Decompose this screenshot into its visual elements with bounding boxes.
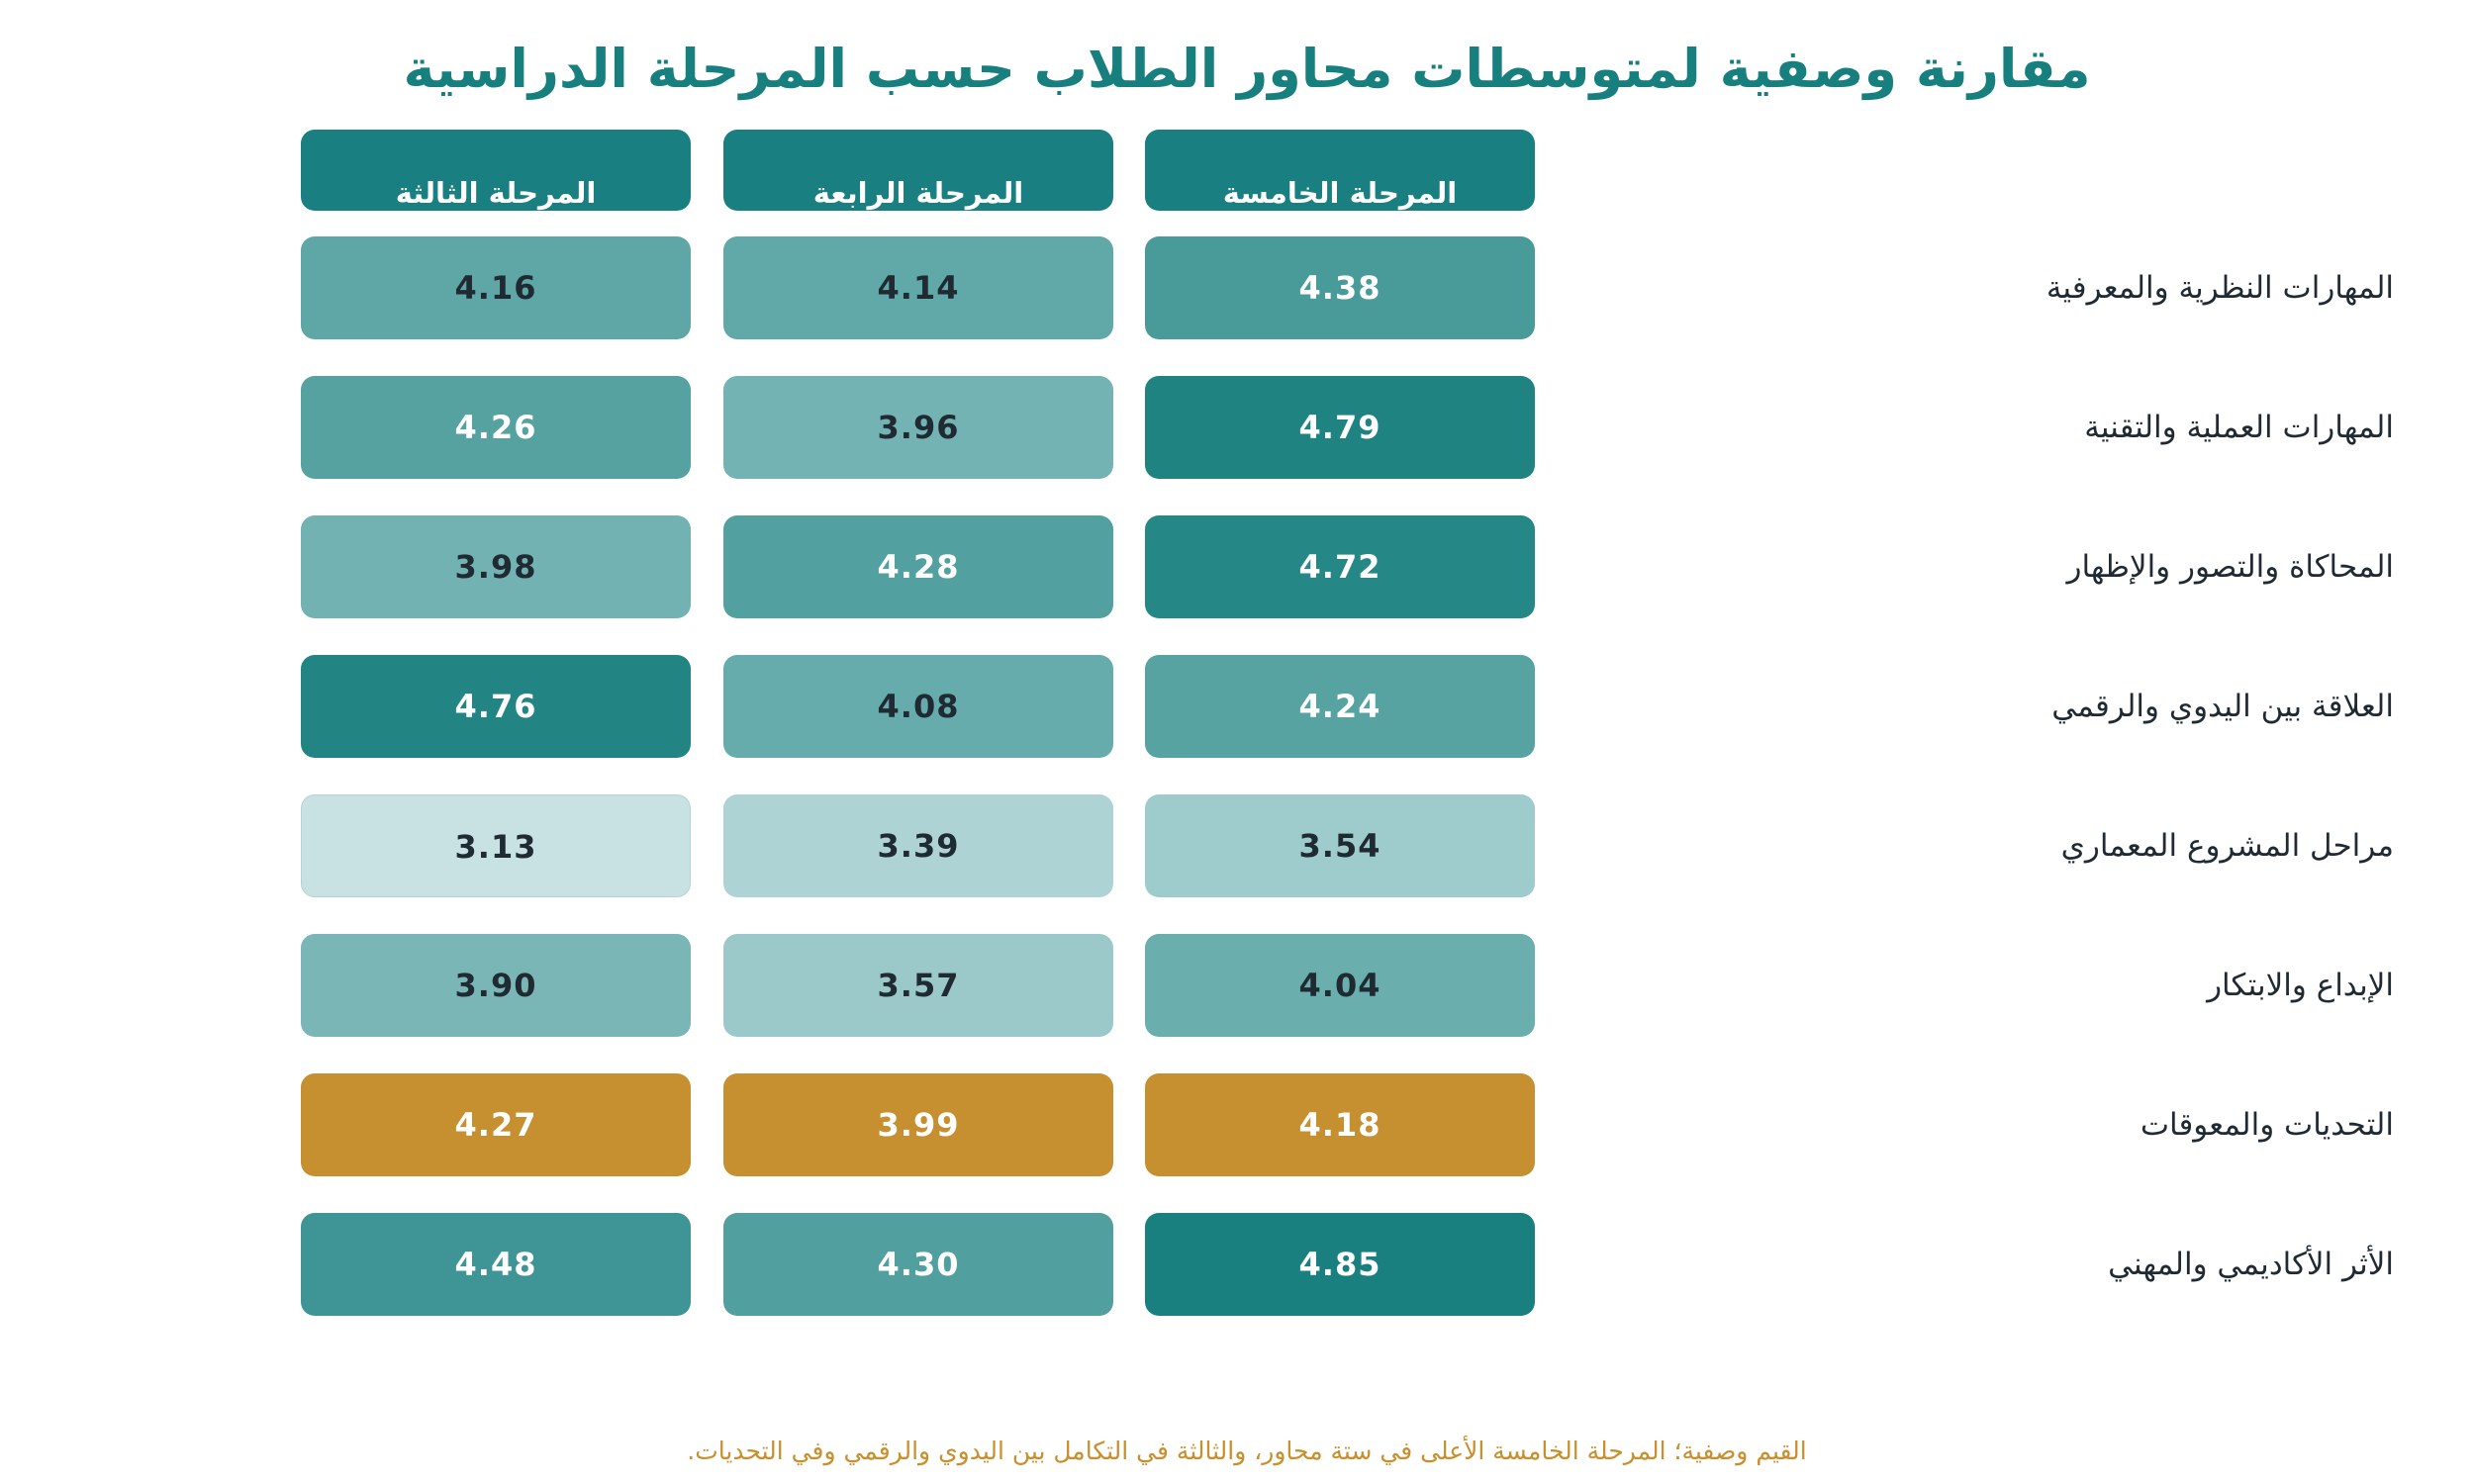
row-label: الأثر الأكاديمي والمهني xyxy=(2108,1247,2394,1282)
heatmap-cell: 3.96 xyxy=(723,376,1113,479)
heatmap-cell: 3.57 xyxy=(723,934,1113,1037)
heatmap-cell: 4.04 xyxy=(1145,934,1535,1037)
row-label: العلاقة بين اليدوي والرقمي xyxy=(2051,689,2394,724)
row-label: الإبداع والابتكار xyxy=(2207,968,2394,1003)
heatmap-cell: 3.90 xyxy=(301,934,691,1037)
row-label: المهارات النظرية والمعرفية xyxy=(2046,270,2394,306)
heatmap-cell: 3.13 xyxy=(301,794,691,897)
heatmap-cell: 4.16 xyxy=(301,236,691,339)
row-label: مراحل المشروع المعماري xyxy=(2060,828,2394,864)
heatmap-cell: 4.08 xyxy=(723,655,1113,758)
heatmap-cell: 4.14 xyxy=(723,236,1113,339)
heatmap-cell: 4.30 xyxy=(723,1213,1113,1316)
heatmap-cell: 4.28 xyxy=(723,515,1113,618)
chart-footnote: القيم وصفية؛ المرحلة الخامسة الأعلى في س… xyxy=(687,1437,1807,1465)
heatmap-cell: 4.79 xyxy=(1145,376,1535,479)
heatmap-cell: 3.54 xyxy=(1145,794,1535,897)
chart-title: مقارنة وصفية لمتوسطات محاور الطلاب حسب ا… xyxy=(403,38,2091,100)
heatmap-cell: 4.38 xyxy=(1145,236,1535,339)
heatmap-cell: 4.18 xyxy=(1145,1073,1535,1176)
row-label: المهارات العملية والتقنية xyxy=(2084,410,2394,445)
heatmap-cell: 4.76 xyxy=(301,655,691,758)
row-label: المحاكاة والتصور والإظهار xyxy=(2066,549,2394,585)
column-header-stage-5: المرحلة الخامسة xyxy=(1145,130,1535,211)
heatmap-cell: 4.26 xyxy=(301,376,691,479)
heatmap-cell: 4.24 xyxy=(1145,655,1535,758)
row-label: التحديات والمعوقات xyxy=(2140,1107,2394,1143)
heatmap-cell: 4.85 xyxy=(1145,1213,1535,1316)
heatmap-cell: 3.99 xyxy=(723,1073,1113,1176)
heatmap-cell: 4.72 xyxy=(1145,515,1535,618)
column-header-stage-3: المرحلة الثالثة xyxy=(301,130,691,211)
heatmap-cell: 3.98 xyxy=(301,515,691,618)
heatmap-cell: 3.39 xyxy=(723,794,1113,897)
heatmap-cell: 4.48 xyxy=(301,1213,691,1316)
column-header-stage-4: المرحلة الرابعة xyxy=(723,130,1113,211)
heatmap-cell: 4.27 xyxy=(301,1073,691,1176)
